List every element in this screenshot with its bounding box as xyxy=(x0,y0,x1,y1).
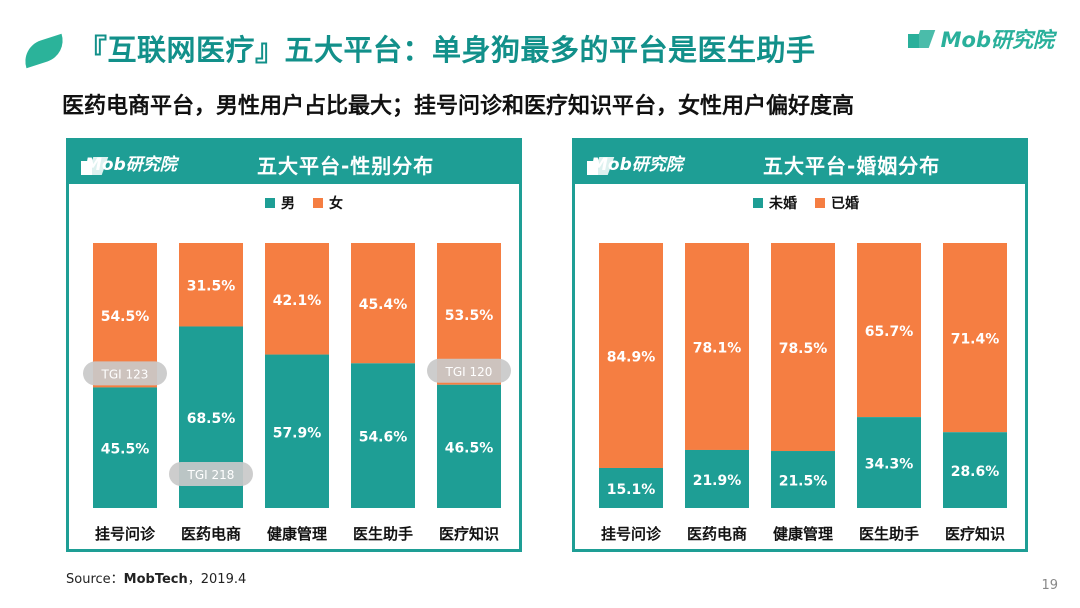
bar-segment-female xyxy=(351,243,415,364)
bar-segment-married xyxy=(771,243,835,452)
source-note: Source：MobTech，2019.4 xyxy=(66,568,246,587)
category-label: 健康管理 xyxy=(773,525,833,543)
category-label: 医疗知识 xyxy=(439,525,499,543)
tgi-badge xyxy=(169,462,253,486)
page-title: 『互联网医疗』五大平台：单身狗最多的平台是医生助手 xyxy=(78,33,816,67)
chart-title: 五大平台-婚姻分布 xyxy=(763,154,941,178)
bar-segment-married xyxy=(685,243,749,450)
gender-chart-panel: Mob研究院 五大平台-性别分布 男 女 54.5% 45.5% 挂号问诊 31.5%… xyxy=(66,138,522,552)
data-label: 78.5% xyxy=(779,341,828,357)
bar-segment-single xyxy=(599,467,663,508)
tgi-badge xyxy=(83,361,167,386)
data-label: 45.5% xyxy=(101,442,150,458)
legend-item-married: 已婚 xyxy=(815,193,859,213)
source-name: MobTech xyxy=(123,572,188,587)
legend-label: 已婚 xyxy=(831,196,859,212)
panel-logo: Mob研究院 xyxy=(587,150,683,175)
source-suffix: ，2019.4 xyxy=(187,572,247,587)
data-label: 42.1% xyxy=(273,293,322,309)
bar-segment-female xyxy=(179,243,243,327)
legend-swatch-orange xyxy=(313,198,323,208)
marriage-bar-chart: 84.9% 15.1% 挂号问诊 78.1% 21.9% 医药电商 78.5% 21.5% 健康… xyxy=(599,243,1007,543)
brand-logo: Mob研究院 xyxy=(907,24,1054,54)
gender-bar-chart: 54.5% 45.5% 挂号问诊 31.5% 68.5% 医药电商 42.1% 57.9% 健康… xyxy=(83,243,511,543)
tgi-badge xyxy=(427,358,511,383)
category-label: 挂号问诊 xyxy=(95,525,156,543)
page-number: 19 xyxy=(1041,578,1058,593)
data-label: 28.6% xyxy=(951,464,1000,480)
bar-segment-female xyxy=(265,243,329,355)
bar-segment-married xyxy=(943,243,1007,433)
category-label: 医生助手 xyxy=(353,525,413,543)
category-label: 健康管理 xyxy=(267,525,327,543)
bar-segment-single xyxy=(771,451,835,508)
tgi-badge-label: TGI 218 xyxy=(187,468,235,482)
bar-segment-married xyxy=(599,243,663,468)
mob-logo-icon xyxy=(907,30,936,48)
panel-header: Mob研究院 五大平台-婚姻分布 xyxy=(575,141,1025,184)
legend-item-female: 女 xyxy=(313,193,343,213)
bar-segment-single xyxy=(857,417,921,508)
data-label: 71.4% xyxy=(951,332,1000,348)
data-label: 54.5% xyxy=(101,309,150,325)
category-label: 医生助手 xyxy=(859,525,919,543)
data-label: 53.5% xyxy=(445,308,494,324)
marriage-chart-panel: Mob研究院 五大平台-婚姻分布 未婚 已婚 84.9% 15.1% 挂号问诊 78.… xyxy=(572,138,1028,552)
panel-brand-name: Mob研究院 xyxy=(85,155,177,175)
brand-name: Mob研究院 xyxy=(940,28,1054,52)
data-label: 21.9% xyxy=(693,473,742,489)
chart-legend: 男 女 xyxy=(265,193,343,213)
data-label: 54.6% xyxy=(359,430,408,446)
data-label: 68.5% xyxy=(187,411,236,427)
data-label: 15.1% xyxy=(607,482,656,498)
legend-item-single: 未婚 xyxy=(753,193,797,213)
bar-segment-male xyxy=(265,354,329,508)
legend-swatch-teal xyxy=(265,198,275,208)
bar-segment-male xyxy=(351,363,415,508)
panel-brand-name: Mob研究院 xyxy=(591,155,683,175)
data-label: 21.5% xyxy=(779,474,828,490)
legend-item-male: 男 xyxy=(265,193,295,213)
data-label: 46.5% xyxy=(445,440,494,456)
panel-header: Mob研究院 五大平台-性别分布 xyxy=(69,141,519,184)
data-label: 57.9% xyxy=(273,425,322,441)
category-label: 医疗知识 xyxy=(945,525,1005,543)
bar-segment-married xyxy=(857,243,921,418)
category-label: 医药电商 xyxy=(687,525,747,543)
legend-swatch-teal xyxy=(753,198,763,208)
legend-label: 未婚 xyxy=(769,196,797,212)
data-label: 65.7% xyxy=(865,324,914,340)
bar-segment-male xyxy=(93,387,157,508)
legend-swatch-orange xyxy=(815,198,825,208)
category-label: 医药电商 xyxy=(181,525,241,543)
page-subtitle: 医药电商平台，男性用户占比最大；挂号问诊和医疗知识平台，女性用户偏好度高 xyxy=(62,94,855,119)
bar-segment-male xyxy=(437,384,501,508)
data-label: 31.5% xyxy=(187,279,236,295)
data-label: 34.3% xyxy=(865,457,914,473)
tgi-badge-label: TGI 123 xyxy=(101,367,149,381)
bar-segment-single xyxy=(685,449,749,508)
legend-label: 男 xyxy=(281,196,295,212)
source-prefix: Source： xyxy=(66,572,124,587)
data-label: 84.9% xyxy=(607,349,656,365)
panel-logo: Mob研究院 xyxy=(81,150,177,175)
bar-segment-single xyxy=(943,432,1007,508)
tgi-badge-label: TGI 120 xyxy=(445,365,493,379)
chart-legend: 未婚 已婚 xyxy=(753,193,859,213)
decorative-leaf-icon xyxy=(19,33,69,69)
chart-title: 五大平台-性别分布 xyxy=(257,154,435,178)
data-label: 78.1% xyxy=(693,340,742,356)
legend-label: 女 xyxy=(329,196,343,212)
category-label: 挂号问诊 xyxy=(601,525,662,543)
data-label: 45.4% xyxy=(359,297,408,313)
